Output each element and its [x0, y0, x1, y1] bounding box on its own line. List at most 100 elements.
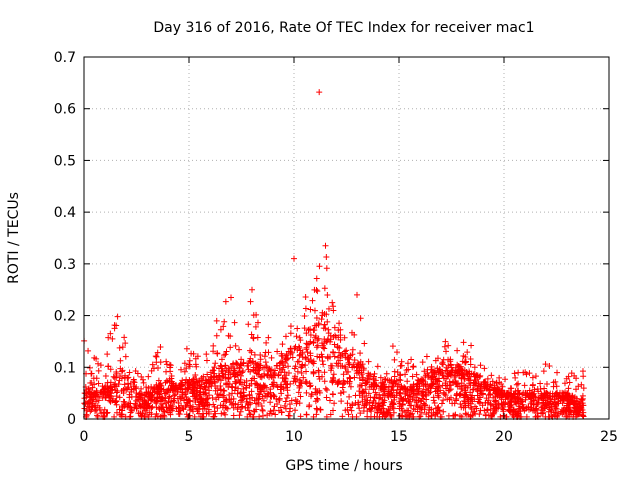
- data-point: [257, 373, 264, 380]
- data-point: [276, 365, 283, 372]
- data-point: [366, 399, 373, 406]
- data-point: [251, 408, 258, 415]
- x-tick-label: 25: [600, 429, 618, 445]
- data-point: [380, 399, 387, 406]
- data-point: [453, 391, 460, 398]
- data-point: [298, 369, 305, 376]
- data-point: [255, 395, 262, 402]
- data-point: [303, 389, 310, 396]
- data-point: [435, 407, 442, 414]
- data-point: [460, 339, 467, 346]
- data-point: [186, 357, 193, 364]
- data-point: [385, 406, 392, 413]
- data-point: [232, 400, 239, 407]
- data-point: [128, 386, 135, 393]
- data-point: [251, 351, 258, 358]
- data-point: [407, 393, 414, 400]
- data-point: [177, 395, 184, 402]
- data-point: [479, 391, 486, 398]
- data-point: [298, 364, 305, 371]
- data-point: [181, 368, 188, 375]
- data-point: [414, 391, 421, 398]
- data-point: [472, 410, 479, 417]
- data-point: [83, 406, 90, 413]
- data-point: [163, 377, 170, 384]
- data-point: [381, 376, 388, 383]
- data-point: [358, 382, 365, 389]
- data-point: [537, 380, 544, 387]
- data-point: [232, 380, 239, 387]
- data-point: [284, 387, 291, 394]
- data-point: [173, 382, 180, 389]
- data-point: [306, 380, 313, 387]
- data-point: [414, 408, 421, 415]
- data-point: [246, 382, 253, 389]
- data-point: [542, 361, 549, 368]
- data-point: [285, 412, 292, 419]
- data-point: [511, 393, 518, 400]
- data-point: [502, 376, 509, 383]
- data-point: [349, 364, 356, 371]
- data-point: [339, 413, 346, 420]
- data-point: [246, 391, 253, 398]
- data-point: [238, 356, 245, 363]
- data-point: [223, 397, 230, 404]
- data-point: [303, 411, 310, 418]
- data-point: [156, 384, 163, 391]
- data-point: [460, 352, 467, 359]
- data-point: [348, 407, 355, 414]
- data-point: [294, 376, 301, 383]
- data-point: [449, 367, 456, 374]
- data-point: [240, 385, 247, 392]
- data-point: [170, 397, 177, 404]
- data-point: [302, 305, 309, 312]
- data-point: [487, 401, 494, 408]
- chart-title: Day 316 of 2016, Rate Of TEC Index for r…: [153, 20, 534, 36]
- data-point: [255, 399, 262, 406]
- data-point: [310, 368, 317, 375]
- data-point: [302, 362, 309, 369]
- data-point: [413, 401, 420, 408]
- data-point: [267, 386, 274, 393]
- data-point: [388, 376, 395, 383]
- data-point: [518, 398, 525, 405]
- data-point: [575, 383, 582, 390]
- data-point: [561, 380, 568, 387]
- data-point: [404, 360, 411, 367]
- data-point: [335, 334, 342, 341]
- data-point: [272, 411, 279, 418]
- data-point: [461, 387, 468, 394]
- data-point: [228, 401, 235, 408]
- data-point: [484, 375, 491, 382]
- data-point: [419, 395, 426, 402]
- data-point: [516, 390, 523, 397]
- data-point: [143, 404, 150, 411]
- data-point: [571, 405, 578, 412]
- data-point: [508, 398, 515, 405]
- data-point: [314, 342, 321, 349]
- data-point: [149, 361, 156, 368]
- data-point: [552, 403, 559, 410]
- data-point: [418, 376, 425, 383]
- data-point: [442, 392, 449, 399]
- data-point: [368, 408, 375, 415]
- data-point: [357, 315, 364, 322]
- data-point: [322, 242, 329, 249]
- data-point: [98, 410, 105, 417]
- data-point: [292, 407, 299, 414]
- data-point: [455, 362, 462, 369]
- data-point: [467, 412, 474, 419]
- data-point: [248, 377, 255, 384]
- data-point: [248, 388, 255, 395]
- data-point: [193, 363, 200, 370]
- data-point: [256, 366, 263, 373]
- data-point: [326, 397, 333, 404]
- data-point: [125, 380, 132, 387]
- data-point: [268, 354, 275, 361]
- data-point: [231, 319, 238, 326]
- data-point: [304, 349, 311, 356]
- data-point: [88, 370, 95, 377]
- data-point: [128, 406, 135, 413]
- data-point: [175, 400, 182, 407]
- data-point: [113, 398, 120, 405]
